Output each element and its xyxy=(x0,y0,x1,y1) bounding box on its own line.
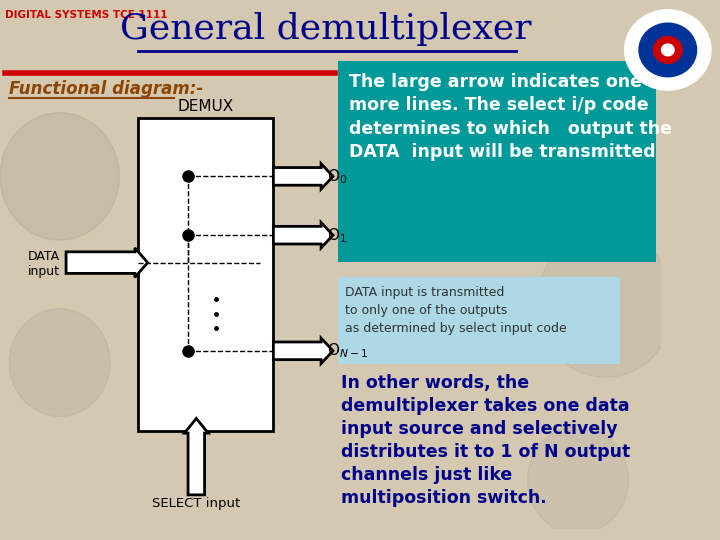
Circle shape xyxy=(662,44,674,56)
Circle shape xyxy=(639,23,696,77)
FancyArrow shape xyxy=(66,248,148,278)
Text: DATA
input: DATA input xyxy=(28,250,60,278)
Circle shape xyxy=(9,309,110,416)
Circle shape xyxy=(624,10,711,90)
Circle shape xyxy=(528,426,629,534)
Text: DIGITAL SYSTEMS TCE 1111: DIGITAL SYSTEMS TCE 1111 xyxy=(4,10,167,20)
Text: The large arrow indicates one or
more lines. The select i/p code
determines to w: The large arrow indicates one or more li… xyxy=(348,72,672,161)
Bar xyxy=(338,61,656,262)
Text: O$_1$: O$_1$ xyxy=(327,226,346,245)
FancyArrow shape xyxy=(184,418,208,495)
Text: DATA input is transmitted
to only one of the outputs
as determined by select inp: DATA input is transmitted to only one of… xyxy=(345,286,567,335)
Text: DEMUX: DEMUX xyxy=(177,99,233,114)
FancyArrow shape xyxy=(274,222,333,248)
FancyArrow shape xyxy=(274,338,333,363)
Text: General demultiplexer: General demultiplexer xyxy=(120,12,531,46)
Circle shape xyxy=(654,37,682,63)
Text: O$_{N-1}$: O$_{N-1}$ xyxy=(327,341,367,360)
Circle shape xyxy=(536,230,674,377)
Text: SELECT input: SELECT input xyxy=(152,497,240,510)
Bar xyxy=(138,118,274,431)
Text: O$_0$: O$_0$ xyxy=(327,167,347,186)
FancyArrow shape xyxy=(274,164,333,189)
Text: In other words, the
demultiplexer takes one data
input source and selectively
di: In other words, the demultiplexer takes … xyxy=(341,374,631,507)
Circle shape xyxy=(0,113,120,240)
Text: Functional diagram:-: Functional diagram:- xyxy=(9,80,204,98)
Bar xyxy=(338,278,620,363)
